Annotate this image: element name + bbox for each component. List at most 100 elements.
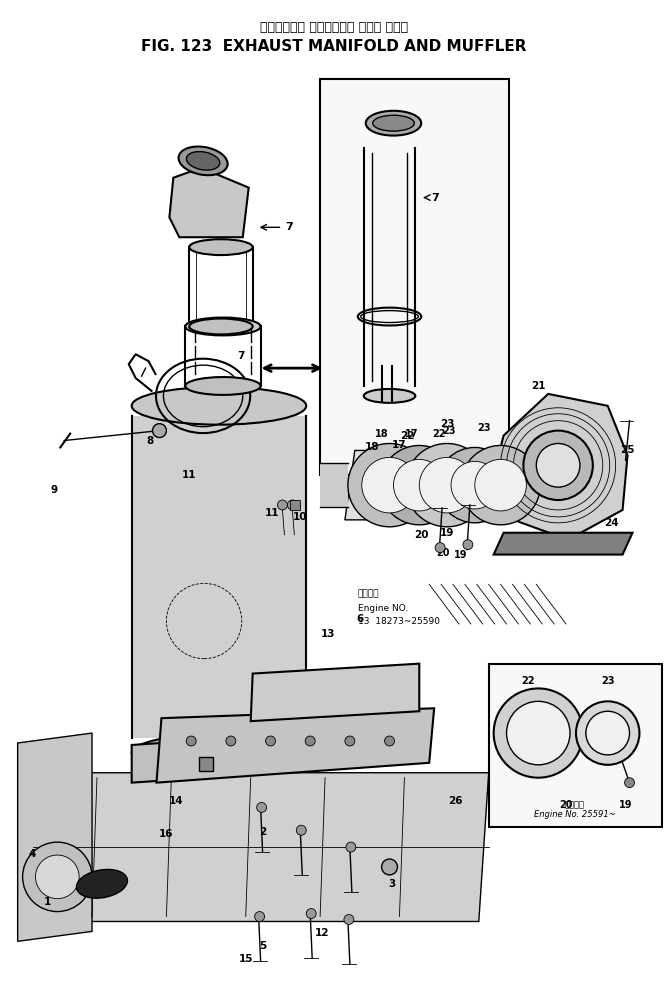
- Text: 12: 12: [315, 929, 329, 939]
- Circle shape: [255, 912, 265, 922]
- Circle shape: [586, 712, 629, 755]
- Circle shape: [393, 459, 445, 511]
- Ellipse shape: [366, 111, 422, 136]
- Text: 7: 7: [237, 351, 244, 361]
- Circle shape: [536, 443, 580, 487]
- Circle shape: [379, 445, 459, 525]
- Text: 21: 21: [531, 381, 546, 391]
- Circle shape: [23, 842, 92, 912]
- Text: 15: 15: [238, 954, 253, 964]
- Circle shape: [305, 736, 315, 746]
- Polygon shape: [33, 773, 489, 922]
- Polygon shape: [170, 168, 248, 237]
- Ellipse shape: [178, 147, 228, 175]
- Text: 23: 23: [440, 419, 454, 429]
- Ellipse shape: [185, 318, 261, 336]
- Text: 24: 24: [605, 518, 619, 528]
- Text: 13  18273~25590: 13 18273~25590: [358, 617, 440, 626]
- Text: 2: 2: [259, 827, 267, 837]
- Text: 1: 1: [44, 896, 51, 907]
- Circle shape: [494, 688, 583, 778]
- Circle shape: [346, 842, 356, 852]
- Circle shape: [35, 855, 79, 898]
- Circle shape: [405, 443, 489, 527]
- Text: 20: 20: [559, 800, 572, 810]
- Text: 10: 10: [293, 512, 307, 522]
- Ellipse shape: [373, 116, 414, 131]
- Text: 9: 9: [51, 485, 58, 495]
- Text: 23: 23: [442, 425, 456, 435]
- Text: 22: 22: [522, 676, 535, 686]
- Text: 19: 19: [619, 800, 633, 810]
- Text: 19: 19: [440, 528, 454, 538]
- Polygon shape: [17, 733, 92, 942]
- Polygon shape: [250, 663, 420, 722]
- Text: 18: 18: [375, 428, 388, 438]
- Text: 11: 11: [265, 508, 280, 518]
- Text: 7: 7: [285, 222, 293, 232]
- Text: 13: 13: [321, 629, 335, 639]
- Text: 適用番号
Engine No. 25591~: 適用番号 Engine No. 25591~: [534, 800, 616, 819]
- Text: エキゾースト マニホールド および マフラ: エキゾースト マニホールド および マフラ: [260, 21, 408, 34]
- Text: 19: 19: [454, 550, 468, 560]
- Text: 5: 5: [259, 942, 267, 952]
- Circle shape: [381, 859, 397, 875]
- Circle shape: [277, 500, 287, 510]
- Circle shape: [266, 736, 275, 746]
- Text: FIG. 123  EXHAUST MANIFOLD AND MUFFLER: FIG. 123 EXHAUST MANIFOLD AND MUFFLER: [141, 39, 527, 53]
- Circle shape: [625, 778, 635, 788]
- Ellipse shape: [189, 319, 253, 335]
- Circle shape: [461, 445, 540, 525]
- Ellipse shape: [364, 389, 415, 403]
- Text: 22: 22: [432, 428, 446, 438]
- Circle shape: [297, 825, 306, 835]
- Circle shape: [463, 540, 473, 550]
- Text: 23: 23: [601, 676, 615, 686]
- Text: 3: 3: [388, 878, 395, 888]
- Circle shape: [345, 736, 355, 746]
- Text: 17: 17: [392, 440, 407, 450]
- Circle shape: [576, 701, 639, 765]
- Text: 14: 14: [169, 796, 184, 805]
- Text: 20: 20: [414, 530, 428, 540]
- Bar: [199, 757, 213, 771]
- Text: 16: 16: [159, 829, 174, 839]
- Circle shape: [257, 802, 267, 812]
- Circle shape: [186, 736, 196, 746]
- Text: 25: 25: [621, 445, 635, 455]
- Text: Engine NO.: Engine NO.: [358, 604, 408, 613]
- Circle shape: [451, 461, 498, 509]
- Polygon shape: [494, 394, 627, 540]
- Circle shape: [435, 543, 445, 553]
- Text: 11: 11: [182, 470, 196, 480]
- Text: 20: 20: [436, 548, 450, 558]
- Ellipse shape: [76, 869, 128, 898]
- Polygon shape: [132, 733, 310, 783]
- Polygon shape: [156, 709, 434, 783]
- Bar: [320, 78, 508, 475]
- Text: 7: 7: [431, 193, 439, 203]
- Circle shape: [420, 457, 475, 513]
- Bar: [489, 663, 662, 827]
- Text: 8: 8: [146, 435, 153, 445]
- Text: 4: 4: [29, 849, 36, 859]
- Polygon shape: [494, 533, 633, 555]
- Circle shape: [344, 915, 354, 925]
- Polygon shape: [345, 450, 553, 520]
- Circle shape: [287, 500, 297, 510]
- Text: 6: 6: [356, 614, 363, 624]
- Ellipse shape: [132, 734, 306, 772]
- Circle shape: [226, 736, 236, 746]
- Circle shape: [385, 736, 395, 746]
- Circle shape: [506, 701, 570, 765]
- Text: 26: 26: [448, 796, 462, 805]
- Text: 22: 22: [400, 430, 415, 440]
- Text: 18: 18: [365, 442, 379, 452]
- Text: 23: 23: [477, 423, 490, 432]
- Text: 17: 17: [405, 428, 418, 438]
- Text: 適用番号
D485 Engine No. 23089~: 適用番号 D485 Engine No. 23089~: [361, 448, 468, 467]
- Ellipse shape: [185, 377, 261, 395]
- Text: 適用番号: 適用番号: [358, 590, 379, 599]
- Circle shape: [475, 459, 526, 511]
- Ellipse shape: [186, 152, 220, 170]
